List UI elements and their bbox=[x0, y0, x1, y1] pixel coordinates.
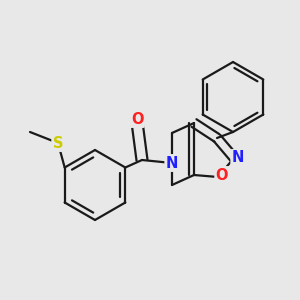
Text: N: N bbox=[232, 151, 244, 166]
Text: N: N bbox=[166, 155, 178, 170]
Text: O: O bbox=[216, 167, 228, 182]
Text: S: S bbox=[53, 136, 63, 151]
Text: O: O bbox=[131, 112, 143, 127]
